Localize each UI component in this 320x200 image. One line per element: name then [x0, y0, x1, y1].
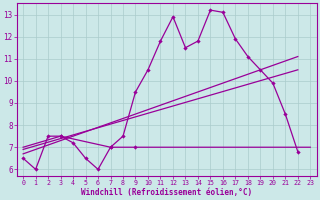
X-axis label: Windchill (Refroidissement éolien,°C): Windchill (Refroidissement éolien,°C) [81, 188, 252, 197]
